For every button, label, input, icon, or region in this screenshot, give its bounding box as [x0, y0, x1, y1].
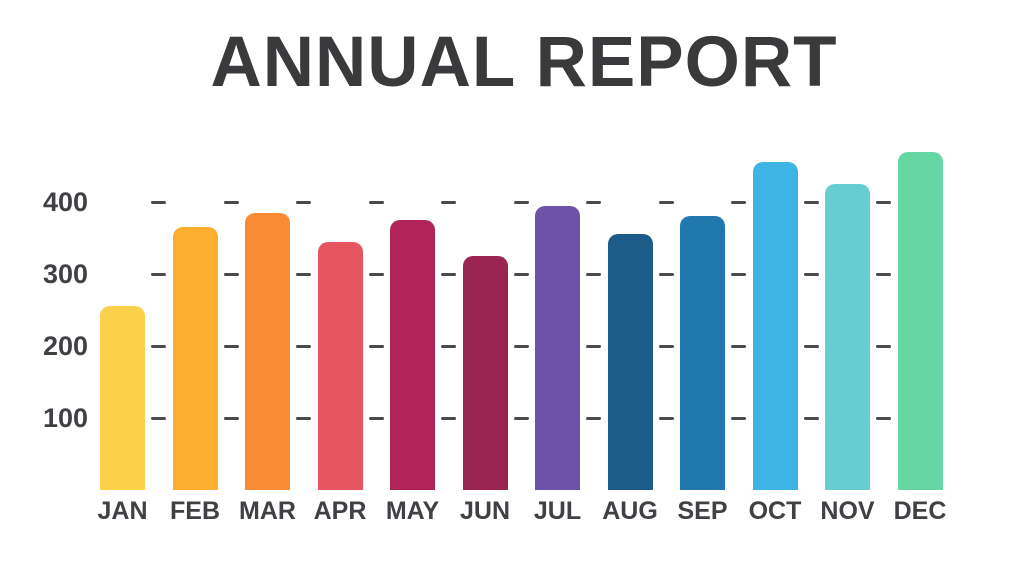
gridline-dash	[586, 272, 602, 276]
gridline-dash	[441, 200, 457, 204]
bar-nov	[825, 184, 870, 490]
gridline-dash	[368, 272, 384, 276]
gridline-dash	[658, 416, 674, 420]
bar-sep	[680, 216, 725, 490]
gridline-dash	[876, 416, 892, 420]
gridline-dash	[296, 200, 312, 204]
bar-oct	[752, 162, 798, 490]
x-axis-label-jul: JUL	[533, 497, 582, 525]
x-axis-label-dec: DEC	[893, 497, 947, 525]
gridline-dash	[876, 272, 892, 276]
gridline-dash	[803, 344, 819, 348]
bar-mar	[245, 212, 290, 490]
gridline-dash	[803, 200, 819, 204]
gridline-dash	[513, 416, 529, 420]
gridline-dash	[296, 344, 312, 348]
gridline-dash	[658, 200, 674, 204]
x-axis-label-mar: MAR	[239, 497, 296, 525]
gridline-dash	[151, 344, 167, 348]
x-axis-label-oct: OCT	[748, 497, 802, 525]
gridline-dash	[151, 272, 167, 276]
gridline-dash	[368, 344, 384, 348]
gridline-dash	[368, 200, 384, 204]
gridline-dash	[441, 416, 457, 420]
gridline-dash	[658, 272, 674, 276]
y-axis-tick-label-400: 400	[42, 187, 88, 217]
gridline-dash	[803, 272, 819, 276]
gridline-dash	[513, 272, 529, 276]
gridline-dash	[513, 200, 529, 204]
x-axis-label-jun: JUN	[459, 497, 510, 525]
x-axis-label-aug: AUG	[602, 497, 658, 525]
y-axis-tick-label-100: 100	[42, 403, 88, 433]
bar-dec	[897, 151, 943, 490]
gridline-dash	[731, 416, 747, 420]
gridline-dash	[441, 344, 457, 348]
bar-feb	[172, 227, 218, 490]
gridline-dash	[586, 416, 602, 420]
gridline-dash	[151, 200, 167, 204]
gridline-dash	[731, 344, 747, 348]
gridline-dash	[876, 200, 892, 204]
x-axis-label-feb: FEB	[170, 497, 220, 525]
x-axis-label-jan: JAN	[97, 497, 148, 525]
gridline-dash	[223, 200, 239, 204]
bar-jan	[100, 306, 145, 490]
gridline-dash	[586, 200, 602, 204]
gridline-dash	[296, 416, 312, 420]
gridline-dash	[876, 344, 892, 348]
chart-title: ANNUAL REPORT	[210, 23, 838, 102]
y-axis-tick-label-200: 200	[42, 331, 88, 361]
bar-may	[390, 220, 435, 490]
x-axis-label-sep: SEP	[677, 497, 728, 525]
y-axis-tick-label-300: 300	[42, 259, 88, 289]
bar-jun	[462, 256, 508, 490]
bar-apr	[317, 241, 363, 490]
gridline-dash	[223, 416, 239, 420]
gridline-dash	[368, 416, 384, 420]
x-axis-label-nov: NOV	[820, 497, 875, 525]
gridline-dash	[223, 344, 239, 348]
x-axis-label-apr: APR	[313, 497, 367, 525]
bar-aug	[607, 234, 653, 490]
gridline-dash	[731, 272, 747, 276]
x-axis-label-may: MAY	[385, 497, 440, 525]
gridline-dash	[296, 272, 312, 276]
gridline-dash	[441, 272, 457, 276]
gridline-dash	[658, 344, 674, 348]
gridline-dash	[223, 272, 239, 276]
bar-jul	[535, 205, 580, 490]
gridline-dash	[803, 416, 819, 420]
gridline-dash	[513, 344, 529, 348]
gridline-dash	[586, 344, 602, 348]
gridline-dash	[731, 200, 747, 204]
gridline-dash	[151, 416, 167, 420]
